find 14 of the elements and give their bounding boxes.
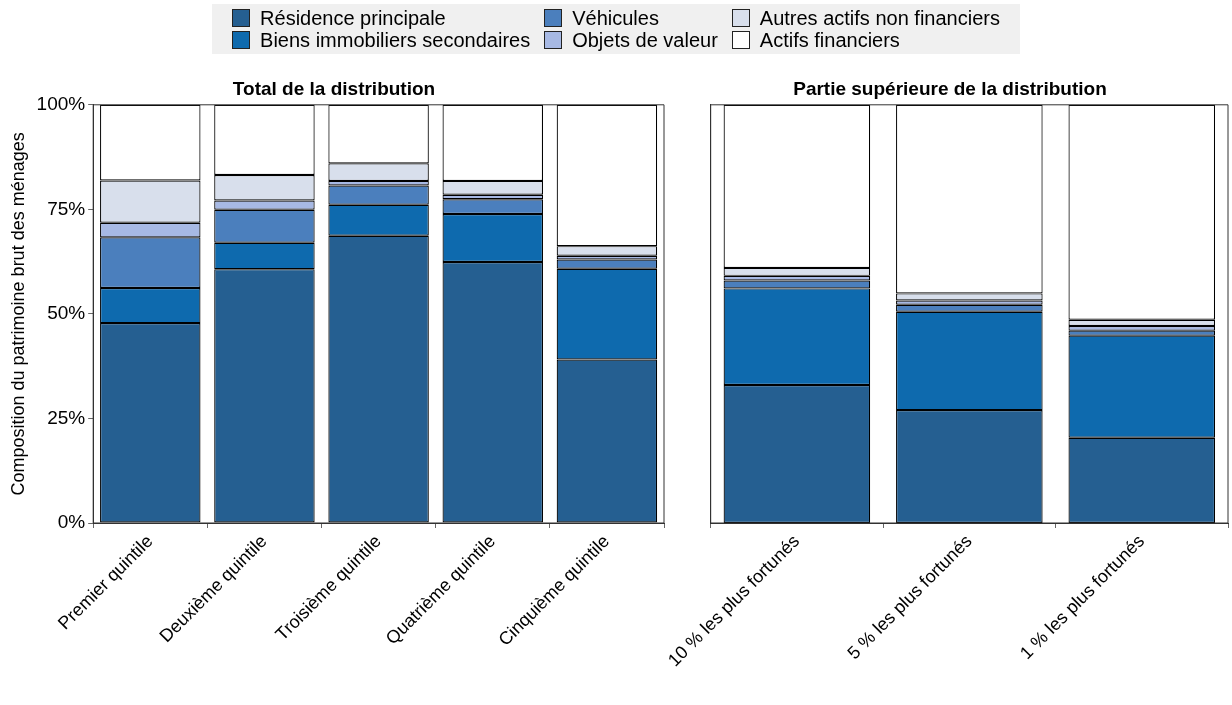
legend-label: Véhicules	[572, 7, 659, 29]
y-tick-label: 75%	[47, 197, 86, 219]
y-tick-label: 50%	[47, 302, 86, 324]
y-tick-label: 0%	[57, 511, 86, 533]
legend-label: Biens immobiliers secondaires	[260, 29, 531, 51]
y-tick-label: 25%	[47, 406, 86, 428]
y-tick-label: 100%	[36, 93, 86, 115]
y-axis-title: Composition du patrimoine brut des ménages	[7, 132, 28, 496]
legend-label: Actifs financiers	[759, 29, 900, 51]
legend-label: Résidence principale	[260, 7, 446, 29]
chart-title: Total de la distribution	[232, 77, 436, 99]
legend-label: Autres actifs non financiers	[759, 7, 1000, 29]
chart-title: Partie supérieure de la distribution	[793, 77, 1107, 99]
legend-label: Objets de valeur	[572, 29, 718, 51]
